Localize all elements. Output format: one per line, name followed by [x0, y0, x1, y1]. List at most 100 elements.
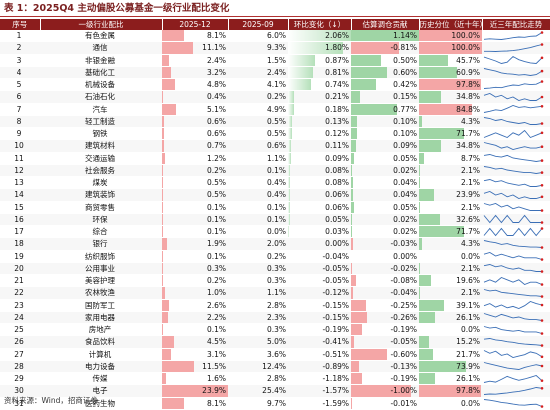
change-value-value: -1.57% [322, 386, 349, 395]
change-value: 0.05% [288, 213, 351, 225]
percentile-value-value: 2.1% [461, 264, 480, 273]
value-2025-09-value: 0.1% [267, 166, 286, 175]
row-index: 14 [0, 189, 40, 201]
value-2025-12-bar [162, 189, 163, 200]
value-2025-09-value: 0.4% [267, 178, 286, 187]
row-index: 22 [0, 287, 40, 299]
percentile-value-value: 8.7% [461, 154, 480, 163]
percentile-value: 0.0% [419, 324, 482, 336]
change-value-value: 0.08% [325, 166, 349, 175]
sparkline-line [484, 130, 542, 137]
header-contribution: 估算调仓贡献 [351, 19, 419, 30]
percentile-value-value: 45.7% [456, 56, 480, 65]
value-2025-12-bar [162, 275, 163, 286]
value-2025-12: 8.1% [162, 397, 228, 409]
value-2025-12: 4.5% [162, 336, 228, 348]
trend-sparkline [482, 324, 550, 336]
sparkline-chart [482, 165, 546, 175]
contribution-value: 0.02% [351, 226, 419, 238]
sparkline-line [484, 57, 542, 64]
value-2025-09-value: 0.1% [267, 203, 286, 212]
value-2025-09: 2.0% [228, 238, 288, 250]
change-value: -0.89% [288, 360, 351, 372]
sparkline-chart [482, 398, 546, 408]
contribution-value: -0.19% [351, 373, 419, 385]
change-value-bar [288, 116, 292, 127]
sparkline-line [484, 314, 542, 321]
change-value: -0.15% [288, 299, 351, 311]
change-value-bar [288, 104, 294, 115]
row-index: 27 [0, 348, 40, 360]
sparkline-last-point [541, 70, 544, 73]
sparkline-last-point [541, 271, 544, 274]
percentile-value-value: 2.1% [461, 178, 480, 187]
row-index: 19 [0, 250, 40, 262]
percentile-value-value: 4.3% [461, 239, 480, 248]
value-2025-12-value: 0.6% [207, 129, 226, 138]
percentile-value: 2.1% [419, 164, 482, 176]
trend-sparkline [482, 164, 550, 176]
trend-sparkline [482, 348, 550, 360]
value-2025-09-value: 9.3% [267, 43, 286, 52]
change-value: 0.74% [288, 79, 351, 91]
trend-sparkline [482, 177, 550, 189]
contribution-value-bar [351, 238, 353, 249]
value-2025-09-value: 12.4% [262, 362, 286, 371]
row-index: 16 [0, 213, 40, 225]
contribution-value-value: -0.05% [390, 337, 417, 346]
sparkline-chart [482, 239, 546, 249]
trend-sparkline [482, 115, 550, 127]
contribution-value: -0.08% [351, 275, 419, 287]
contribution-value-bar [351, 140, 356, 151]
row-index: 11 [0, 152, 40, 164]
trend-sparkline [482, 201, 550, 213]
contribution-value-bar [351, 202, 354, 213]
contribution-value: -1.00% [351, 385, 419, 397]
change-value-value: -0.15% [322, 301, 349, 310]
contribution-value-bar [351, 55, 381, 66]
contribution-value-value: 0.10% [393, 117, 417, 126]
row-index: 5 [0, 79, 40, 91]
sparkline-chart [482, 300, 546, 310]
percentile-value-value: 2.1% [461, 288, 480, 297]
value-2025-09-value: 1.1% [267, 288, 286, 297]
change-value: 0.87% [288, 54, 351, 66]
value-2025-09: 0.4% [228, 177, 288, 189]
contribution-value: -0.03% [351, 238, 419, 250]
value-2025-12: 0.2% [162, 275, 228, 287]
contribution-value-bar [351, 128, 357, 139]
change-value: -0.04% [288, 250, 351, 262]
value-2025-12-bar [162, 165, 163, 176]
sparkline-chart [482, 288, 546, 298]
industry-name: 基础化工 [40, 66, 162, 78]
contribution-value-value: -0.25% [390, 301, 417, 310]
contribution-value-bar [351, 67, 387, 78]
change-value: 0.09% [288, 152, 351, 164]
sparkline-line [484, 326, 542, 333]
contribution-value-value: 0.04% [393, 178, 417, 187]
trend-sparkline [482, 79, 550, 91]
percentile-value-value: 23.9% [456, 190, 480, 199]
value-2025-12-value: 0.6% [207, 117, 226, 126]
header-idx: 序号 [0, 19, 40, 30]
sparkline-chart [482, 129, 546, 139]
percentile-value: 2.1% [419, 262, 482, 274]
value-2025-09: 4.9% [228, 103, 288, 115]
sparkline-last-point [541, 387, 544, 390]
row-index: 8 [0, 115, 40, 127]
contribution-value: 1.14% [351, 30, 419, 42]
change-value-bar [288, 177, 290, 188]
contribution-value-value: -0.26% [390, 313, 417, 322]
percentile-value-bar [419, 140, 441, 151]
value-2025-09: 5.0% [228, 336, 288, 348]
row-index: 26 [0, 336, 40, 348]
value-2025-09: 1.5% [228, 54, 288, 66]
value-2025-12-bar [162, 140, 164, 151]
industry-name: 机械设备 [40, 79, 162, 91]
industry-name: 房地产 [40, 324, 162, 336]
value-2025-12: 1.6% [162, 373, 228, 385]
